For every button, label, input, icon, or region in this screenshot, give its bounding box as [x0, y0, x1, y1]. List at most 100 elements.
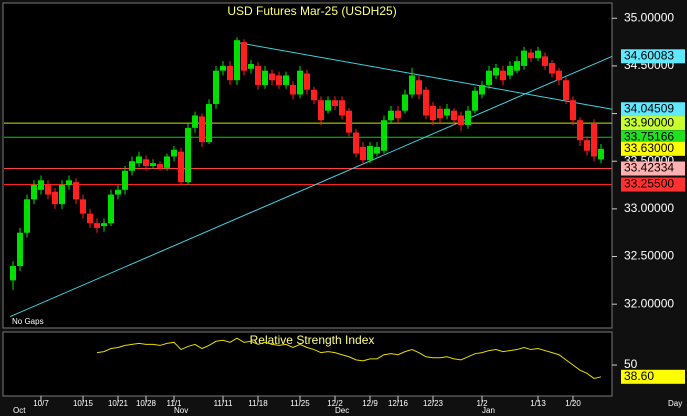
candle-body [227, 65, 233, 81]
candle-body [276, 75, 282, 85]
rsi-tick-label: 50 [624, 357, 638, 371]
level-tag [621, 130, 685, 145]
candle-body [220, 65, 226, 71]
candle-body [31, 185, 37, 200]
candle-body [66, 180, 72, 186]
candle-body [122, 170, 128, 190]
x-tick-label: 11/25 [290, 399, 310, 408]
candle-body [52, 191, 58, 205]
candle-body [283, 75, 289, 85]
x-tick-label: 12/9 [362, 399, 378, 408]
rsi-title: Relative Strength Index [250, 333, 375, 347]
candle-body [542, 56, 548, 66]
candle-body [493, 67, 499, 76]
x-tick-label: 1/2 [476, 399, 488, 408]
candle-body [248, 63, 254, 69]
x-tick-label: 11/18 [248, 399, 268, 408]
candle-body [402, 94, 408, 111]
candle-body [24, 199, 30, 233]
candle-body [556, 70, 562, 81]
candle-body [171, 149, 177, 157]
candle-body [507, 65, 513, 76]
x-unit: Day [668, 399, 682, 408]
candle-body [213, 70, 219, 105]
candle-body [360, 146, 366, 161]
month-label: Nov [174, 406, 188, 415]
candle-body [164, 156, 170, 168]
candle-body [486, 70, 492, 85]
candle-body [304, 73, 310, 90]
candle-body [241, 42, 247, 71]
chart-title: USD Futures Mar-25 (USDH25) [227, 4, 396, 18]
candle-body [549, 63, 555, 74]
candle-body [521, 50, 527, 66]
x-tick-label: 12/23 [423, 399, 444, 408]
trendline [234, 41, 613, 110]
trendline-label: 34.60083 [624, 48, 674, 62]
level-tag [621, 116, 685, 131]
candle-body [598, 148, 604, 160]
candle-body [59, 185, 65, 205]
candle-body [514, 61, 520, 71]
x-tick-label: 10/21 [108, 399, 129, 408]
candle-body [409, 75, 415, 95]
trendline-label: 34.04509 [624, 101, 674, 115]
candle-body [374, 146, 380, 154]
trendline [10, 55, 613, 318]
candle-body [430, 105, 436, 121]
rsi-panel [2, 331, 613, 397]
last-price-label: 33.63000 [624, 141, 674, 155]
x-tick-label: 1/20 [565, 399, 581, 408]
candle-body [528, 52, 534, 59]
candle-body [437, 108, 443, 119]
note: No Gaps [12, 317, 44, 326]
candle-body [143, 159, 149, 166]
level-label: 33.42334 [624, 161, 674, 175]
x-tick-label: 12/2 [327, 399, 343, 408]
candle-body [388, 110, 394, 121]
candle-body [178, 151, 184, 183]
candle-body [451, 110, 457, 121]
candle-body [416, 80, 422, 95]
candle-body [500, 70, 506, 81]
candle-body [94, 223, 100, 228]
candle-body [339, 100, 345, 116]
candle-body [591, 123, 597, 157]
candle-body [367, 145, 373, 161]
candle-body [570, 100, 576, 121]
candle-body [290, 84, 296, 95]
rsi-last-tag [621, 369, 685, 384]
candle-body [458, 115, 464, 125]
candle-body [157, 164, 163, 168]
y-tick-label: 32.50000 [624, 249, 674, 263]
candle-body [234, 40, 240, 81]
candle-body [577, 120, 583, 141]
candle-body [136, 156, 142, 164]
y-tick-label: 33.00000 [624, 201, 674, 215]
candle-body [192, 115, 198, 128]
rsi-last-label: 38.60 [624, 369, 654, 383]
x-tick-label: 11/11 [214, 399, 233, 408]
x-tick-label: 10/28 [136, 399, 157, 408]
level-tag [621, 161, 685, 176]
candle-body [472, 90, 478, 111]
trendline-tag [621, 49, 685, 64]
candle-body [535, 50, 541, 59]
candle-body [444, 108, 450, 116]
y-tick-label: 32.00000 [624, 296, 674, 310]
level-tag [621, 177, 685, 192]
candle-body [150, 163, 156, 166]
candle-body [269, 73, 275, 81]
candle-body [45, 185, 51, 195]
candle-body [108, 194, 114, 224]
candle-body [185, 127, 191, 183]
candle-body [381, 120, 387, 151]
candle-body [80, 199, 86, 214]
candle-body [262, 70, 268, 85]
x-tick-label: 12/16 [388, 399, 409, 408]
candle-body [325, 100, 331, 111]
month-label: Jan [482, 406, 495, 415]
candle-body [395, 110, 401, 119]
candle-body [17, 232, 23, 267]
